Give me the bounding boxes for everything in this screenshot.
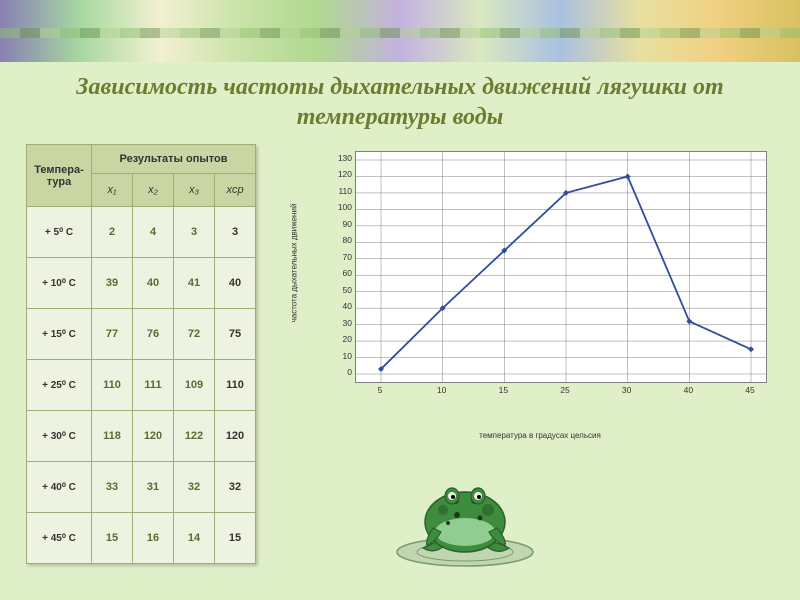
table-row: + 30⁰ С 118 120 122 120 <box>27 411 256 462</box>
table-row: + 40⁰ С 33 31 32 32 <box>27 462 256 513</box>
table-row: + 25⁰ С 110 111 109 110 <box>27 360 256 411</box>
col-xavg: xср <box>215 174 256 207</box>
results-table: Темпера- тура Результаты опытов x₁ x₂ x₃… <box>26 144 256 564</box>
line-chart: частота дыхательных движений температура… <box>300 143 780 443</box>
chart-xlabel: температура в градусах цельсия <box>300 431 780 440</box>
frog-illustration <box>385 460 545 575</box>
data-table-container: Темпера- тура Результаты опытов x₁ x₂ x₃… <box>26 144 256 564</box>
page-title: Зависимость частоты дыхательных движений… <box>0 72 800 132</box>
col-temp-header: Темпера- тура <box>27 145 92 207</box>
col-x1: x₁ <box>92 174 133 207</box>
table-row: + 10⁰ С 39 40 41 40 <box>27 258 256 309</box>
col-x3: x₃ <box>174 174 215 207</box>
col-results-header: Результаты опытов <box>92 145 256 174</box>
table-row: + 45⁰ С 15 16 14 15 <box>27 513 256 564</box>
table-row: + 15⁰ С 77 76 72 75 <box>27 309 256 360</box>
decorative-top-band <box>0 0 800 62</box>
chart-svg <box>356 152 766 382</box>
chart-plot-area <box>355 151 767 383</box>
chart-ylabel: частота дыхательных движений <box>290 204 299 323</box>
table-row: + 5⁰ С 2 4 3 3 <box>27 207 256 258</box>
col-x2: x₂ <box>133 174 174 207</box>
